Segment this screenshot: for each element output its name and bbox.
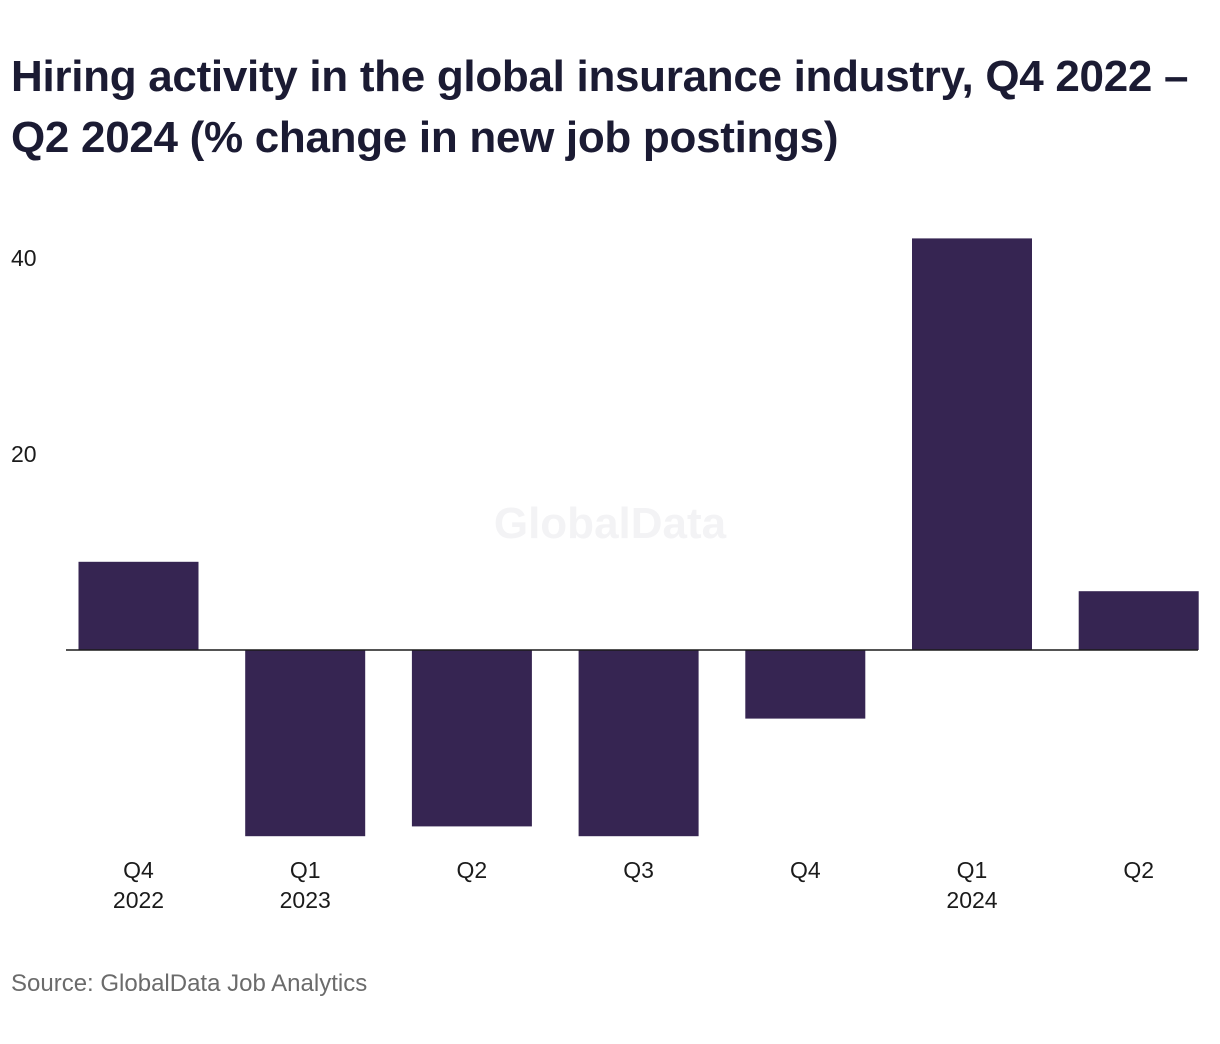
x-tick-label-5-1: 2024 — [946, 887, 997, 913]
bar-4 — [745, 650, 866, 719]
source-note: Source: GlobalData Job Analytics — [11, 970, 368, 997]
x-tick-label-0-0: Q4 — [123, 857, 154, 883]
bar-0 — [78, 561, 199, 650]
y-tick-label-0: 20 — [11, 441, 37, 467]
y-tick-label-1: 40 — [11, 245, 37, 271]
bar-1 — [245, 650, 366, 837]
x-tick-label-2-0: Q2 — [457, 857, 488, 883]
x-tick-label-1-0: Q1 — [290, 857, 321, 883]
x-axis-ticks: Q4 2022 Q1 2023 Q2 Q3 Q4 Q1 2024 Q2 — [113, 857, 1154, 913]
watermark: GlobalData — [494, 499, 727, 548]
x-tick-label-6-0: Q2 — [1123, 857, 1154, 883]
x-tick-label-3-0: Q3 — [623, 857, 654, 883]
chart-title: Hiring activity in the global insurance … — [11, 52, 1189, 162]
bar-6 — [1078, 591, 1199, 650]
bar-3 — [578, 650, 699, 837]
x-tick-label-0-1: 2022 — [113, 887, 164, 913]
x-tick-label-5-0: Q1 — [957, 857, 988, 883]
bar-2 — [411, 650, 532, 827]
bar-5 — [912, 238, 1032, 650]
x-tick-label-4-0: Q4 — [790, 857, 821, 883]
bars-group — [78, 238, 1199, 837]
x-tick-label-1-1: 2023 — [280, 887, 331, 913]
